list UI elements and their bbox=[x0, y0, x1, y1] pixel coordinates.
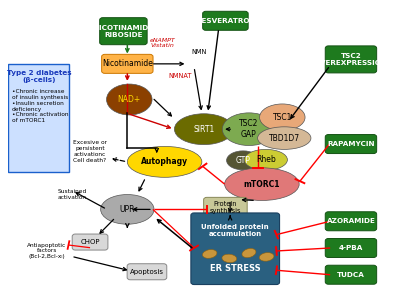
Text: •Chronic increase
of insulin synthesis
•Insulin secretion
deficiency
•Chronic ac: •Chronic increase of insulin synthesis •… bbox=[12, 89, 68, 123]
Ellipse shape bbox=[259, 253, 274, 261]
Ellipse shape bbox=[127, 146, 202, 177]
Text: SIRT1: SIRT1 bbox=[193, 125, 214, 134]
Ellipse shape bbox=[101, 195, 154, 224]
FancyBboxPatch shape bbox=[325, 265, 377, 284]
Ellipse shape bbox=[174, 114, 233, 145]
Text: ER STRESS: ER STRESS bbox=[210, 264, 260, 273]
Text: AZORAMIDE: AZORAMIDE bbox=[326, 218, 375, 224]
FancyBboxPatch shape bbox=[325, 238, 377, 257]
Text: NMNAT: NMNAT bbox=[168, 73, 192, 79]
FancyBboxPatch shape bbox=[8, 64, 69, 172]
Text: NMN: NMN bbox=[191, 49, 207, 55]
Text: Sustained
activation: Sustained activation bbox=[58, 189, 87, 200]
FancyBboxPatch shape bbox=[102, 54, 153, 73]
Text: Unfolded protein
accumulation: Unfolded protein accumulation bbox=[202, 224, 269, 237]
FancyBboxPatch shape bbox=[325, 212, 377, 231]
Text: 4-PBA: 4-PBA bbox=[339, 245, 363, 251]
Ellipse shape bbox=[226, 151, 260, 170]
FancyBboxPatch shape bbox=[203, 11, 248, 30]
Text: NICOTINAMIDE
RIBOSIDE: NICOTINAMIDE RIBOSIDE bbox=[93, 25, 154, 38]
Text: TSC2
GAP: TSC2 GAP bbox=[239, 119, 259, 139]
Ellipse shape bbox=[242, 249, 256, 257]
Text: Antiapoptotic
factors
(Bcl-2,Bcl-xₗ): Antiapoptotic factors (Bcl-2,Bcl-xₗ) bbox=[27, 243, 66, 259]
Ellipse shape bbox=[222, 113, 276, 146]
Ellipse shape bbox=[258, 127, 311, 149]
Text: GTP: GTP bbox=[236, 156, 250, 165]
Text: TSC2
OVEREXPRESSION: TSC2 OVEREXPRESSION bbox=[314, 53, 387, 66]
Ellipse shape bbox=[106, 84, 152, 115]
FancyBboxPatch shape bbox=[100, 18, 147, 45]
Text: TSC1: TSC1 bbox=[273, 113, 292, 122]
Ellipse shape bbox=[225, 168, 299, 200]
Text: Nicotinamide: Nicotinamide bbox=[102, 59, 153, 68]
Text: mTORC1: mTORC1 bbox=[244, 180, 280, 189]
FancyBboxPatch shape bbox=[325, 135, 377, 154]
Text: CHOP: CHOP bbox=[80, 239, 100, 245]
Text: NAD+: NAD+ bbox=[118, 95, 141, 104]
FancyBboxPatch shape bbox=[204, 198, 247, 219]
Text: Autophagy: Autophagy bbox=[141, 157, 188, 166]
Text: Apoptosis: Apoptosis bbox=[130, 269, 164, 275]
Text: TUDCA: TUDCA bbox=[337, 272, 365, 278]
Text: Type 2 diabetes
(β-cells): Type 2 diabetes (β-cells) bbox=[6, 70, 71, 83]
Ellipse shape bbox=[260, 104, 305, 131]
Text: UPR: UPR bbox=[120, 205, 135, 214]
Text: RESVERATROL: RESVERATROL bbox=[196, 18, 254, 24]
Ellipse shape bbox=[244, 149, 288, 170]
Text: eNAMPT
Vistatin: eNAMPT Vistatin bbox=[150, 38, 176, 48]
Text: Protein
synthesis: Protein synthesis bbox=[210, 201, 241, 214]
FancyBboxPatch shape bbox=[72, 234, 108, 250]
Text: Excesive or
persistent
activationc
Cell death?: Excesive or persistent activationc Cell … bbox=[73, 140, 107, 163]
FancyBboxPatch shape bbox=[191, 213, 280, 285]
Text: TBD1D7: TBD1D7 bbox=[269, 134, 300, 143]
Text: RAPAMYCIN: RAPAMYCIN bbox=[327, 141, 375, 147]
FancyBboxPatch shape bbox=[127, 264, 167, 280]
Ellipse shape bbox=[222, 254, 237, 263]
Ellipse shape bbox=[202, 249, 217, 258]
Text: Rheb: Rheb bbox=[256, 155, 276, 164]
FancyBboxPatch shape bbox=[325, 46, 377, 73]
